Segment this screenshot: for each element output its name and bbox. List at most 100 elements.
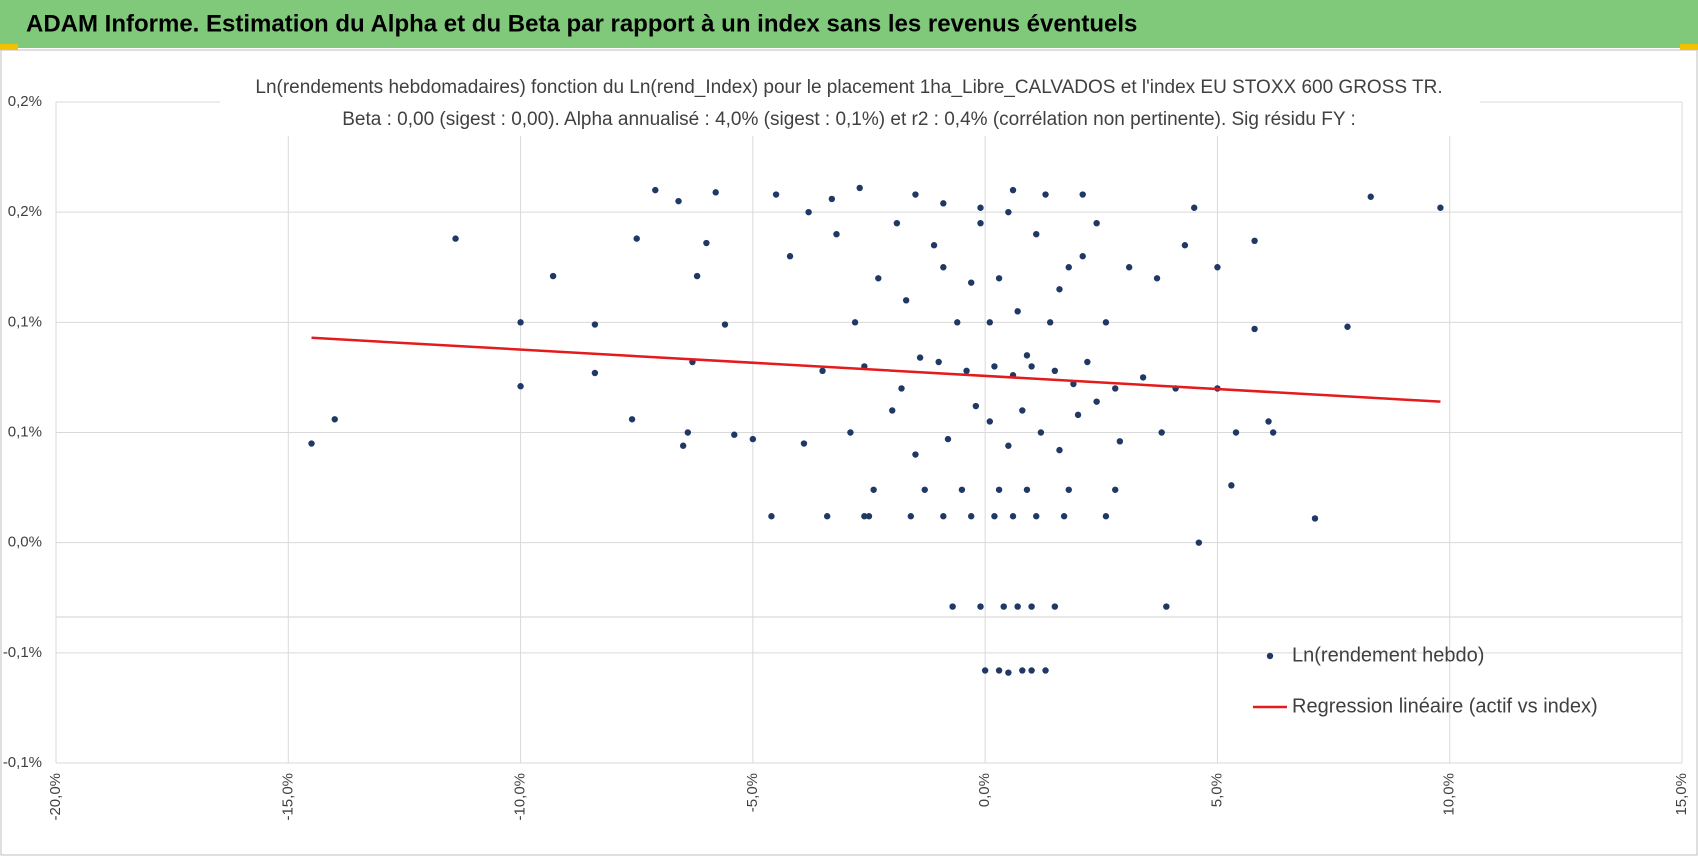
- data-point: [1112, 486, 1119, 493]
- data-point: [1084, 358, 1091, 366]
- data-point: [902, 297, 910, 304]
- corner-mark: [0, 44, 18, 50]
- data-point: [893, 219, 901, 227]
- x-tick-label: 10,0%: [1441, 773, 1458, 816]
- data-point: [1163, 603, 1170, 610]
- x-tick-label: -5,0%: [744, 773, 761, 812]
- data-point: [1116, 438, 1124, 445]
- data-point: [749, 435, 757, 443]
- data-point: [1051, 367, 1059, 375]
- chart-subtitle: Beta : 0,00 (sigest : 0,00). Alpha annua…: [342, 109, 1356, 130]
- data-point: [1009, 513, 1017, 520]
- data-point: [986, 418, 993, 425]
- data-point: [1181, 242, 1189, 249]
- data-point: [1251, 325, 1258, 333]
- data-point: [1042, 667, 1049, 674]
- data-point: [944, 435, 952, 443]
- data-point: [591, 369, 599, 377]
- x-tick-label: 0,0%: [976, 773, 993, 807]
- y-tick-label: 0,0%: [8, 534, 42, 551]
- data-point: [703, 239, 710, 247]
- data-point: [1065, 486, 1072, 493]
- data-point: [731, 431, 738, 438]
- data-point: [1005, 208, 1012, 216]
- data-point: [1023, 352, 1031, 359]
- legend-label: Regression linéaire (actif vs index): [1292, 695, 1598, 717]
- data-point: [628, 416, 636, 423]
- legend-label: Ln(rendement hebdo): [1292, 644, 1484, 666]
- data-point: [1079, 253, 1086, 260]
- data-point: [1195, 539, 1203, 546]
- data-point: [870, 486, 877, 493]
- data-point: [949, 603, 956, 610]
- data-point: [1028, 667, 1035, 674]
- data-point: [549, 272, 557, 280]
- data-point: [823, 513, 831, 520]
- y-tick-label: 0,1%: [8, 313, 42, 330]
- data-point: [591, 321, 599, 328]
- data-point: [851, 319, 859, 326]
- data-point: [995, 275, 1003, 282]
- data-point: [1367, 193, 1374, 200]
- data-point: [1265, 418, 1272, 425]
- data-point: [1046, 319, 1054, 326]
- data-point: [800, 440, 808, 447]
- data-point: [940, 200, 947, 207]
- data-point: [977, 219, 984, 227]
- data-point: [1019, 667, 1026, 674]
- data-point: [833, 231, 840, 238]
- data-point: [861, 513, 868, 520]
- y-tick-label: 0,2%: [8, 203, 42, 220]
- data-point: [828, 195, 836, 203]
- data-point: [308, 440, 315, 447]
- data-point: [1437, 204, 1444, 211]
- y-tick-label: 0,2%: [8, 93, 42, 110]
- data-point: [995, 667, 1003, 674]
- data-point: [1074, 411, 1082, 419]
- data-point: [991, 513, 998, 520]
- x-tick-label: 15,0%: [1673, 773, 1690, 816]
- data-point: [1232, 429, 1240, 436]
- data-point: [1125, 264, 1133, 271]
- data-point: [1033, 513, 1040, 520]
- data-point: [1070, 380, 1077, 388]
- data-point: [1051, 603, 1059, 610]
- data-point: [1005, 442, 1012, 449]
- data-point: [916, 354, 924, 361]
- data-point: [768, 513, 775, 520]
- data-point: [1028, 603, 1035, 610]
- data-point: [1060, 513, 1068, 520]
- data-point: [1158, 429, 1165, 436]
- data-point: [1102, 319, 1110, 326]
- data-point: [898, 385, 905, 392]
- legend-item: Regression linéaire (actif vs index): [1253, 695, 1598, 717]
- data-point: [1344, 323, 1351, 330]
- data-point: [972, 402, 980, 410]
- legend-item: Ln(rendement hebdo): [1266, 644, 1484, 666]
- data-point: [805, 208, 812, 216]
- data-point: [721, 321, 729, 328]
- data-point: [921, 486, 928, 493]
- data-point: [940, 513, 947, 520]
- page-title: ADAM Informe. Estimation du Alpha et du …: [26, 10, 1137, 37]
- data-point: [1037, 429, 1045, 436]
- regression-line: [311, 336, 1441, 403]
- data-point: [633, 235, 640, 242]
- data-point: [1112, 385, 1119, 392]
- data-point: [684, 429, 692, 436]
- chart-title: Ln(rendements hebdomadaires) fonction du…: [255, 77, 1442, 98]
- data-point: [819, 367, 826, 375]
- data-point: [1033, 231, 1040, 238]
- data-point: [675, 197, 682, 205]
- data-point: [986, 319, 993, 326]
- data-point: [977, 603, 984, 610]
- data-point: [1019, 407, 1026, 414]
- data-point: [712, 189, 719, 196]
- data-point: [1191, 204, 1198, 211]
- y-tick-label: -0,1%: [3, 644, 42, 661]
- data-point: [912, 451, 919, 458]
- chart-frame: [0, 49, 1698, 856]
- data-point: [935, 358, 942, 366]
- data-point: [652, 186, 659, 194]
- data-point: [1153, 275, 1161, 282]
